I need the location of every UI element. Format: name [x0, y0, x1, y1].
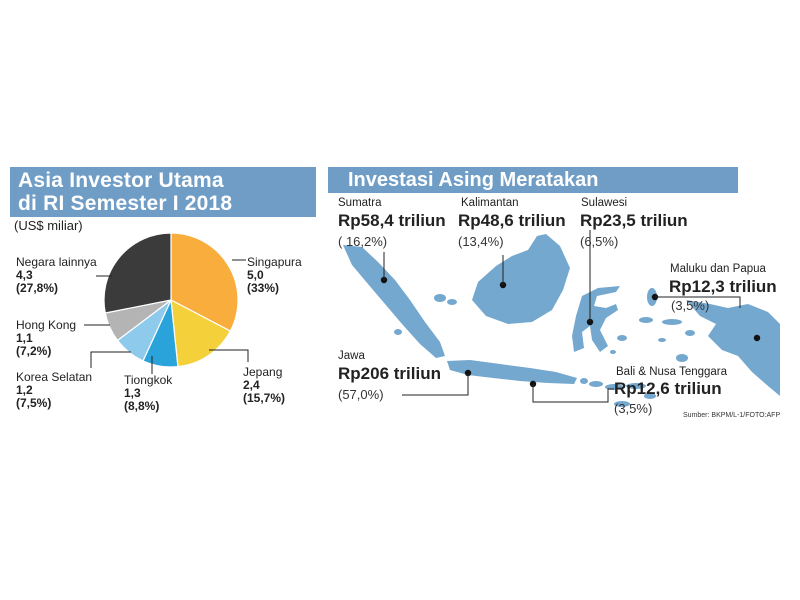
pie-chart	[103, 232, 239, 368]
region-bali-nt-name: Bali & Nusa Tenggara	[616, 366, 728, 378]
region-maluku-papua-amount: Rp12,3 triliun	[669, 277, 777, 296]
left-title-line2: di RI Semester I 2018	[18, 192, 233, 215]
region-jawa-percent: (57,0%)	[338, 387, 384, 402]
region-sumatra-name: Sumatra	[338, 197, 382, 209]
region-bali-nt-amount: Rp12,6 triliun	[614, 379, 722, 398]
label-jepang: Jepang 2,4 (15,7%)	[243, 365, 286, 405]
pie-slice-negara-lainnya	[103, 232, 172, 314]
region-bali-nt-percent: (3,5%)	[614, 401, 653, 416]
island-kalimantan	[472, 234, 570, 324]
label-hong-kong: Hong Kong 1,1 (7,2%)	[16, 318, 77, 358]
right-title-banner: Investasi Asing Meratakan Pembangunan	[328, 167, 738, 214]
pie-unit-label: (US$ miliar)	[14, 218, 83, 233]
island-sulawesi	[572, 286, 620, 352]
region-maluku-papua-name: Maluku dan Papua	[670, 263, 766, 275]
region-sumatra-percent: ( 16,2%)	[338, 234, 388, 249]
right-title: Investasi Asing Meratakan Pembangunan	[348, 169, 599, 214]
label-korea-selatan: Korea Selatan 1,2 (7,5%)	[16, 370, 93, 410]
region-kalimantan-amount: Rp48,6 triliun	[458, 211, 566, 230]
island-java	[447, 360, 577, 384]
region-jawa-amount: Rp206 triliun	[338, 364, 441, 383]
region-jawa-name: Jawa	[338, 350, 365, 362]
island-papua	[686, 300, 780, 396]
region-kalimantan-name: Kalimantan	[461, 197, 519, 209]
island-bali	[580, 378, 588, 384]
region-sulawesi-name: Sulawesi	[581, 197, 628, 209]
region-sulawesi-amount: Rp23,5 triliun	[580, 211, 688, 230]
pie-slice-singapura	[170, 232, 239, 332]
island-sumatra	[343, 245, 445, 358]
left-title-line1: Asia Investor Utama	[18, 169, 224, 192]
region-sumatra-amount: Rp58,4 triliun	[338, 211, 446, 230]
region-sulawesi-percent: (6,5%)	[580, 234, 619, 249]
pie-leader-lines	[84, 259, 249, 374]
label-negara-lainnya: Negara lainnya 4,3 (27,8%)	[16, 255, 97, 295]
map-leader-lines	[383, 230, 741, 403]
indonesia-map	[343, 234, 780, 407]
region-maluku-papua-percent: (3,5%)	[671, 298, 710, 313]
label-singapura: Singapura 5,0 (33%)	[247, 255, 302, 295]
source-note: Sumber: BKPM/L-1/FOTO:AFP	[683, 412, 781, 419]
label-tiongkok: Tiongkok 1,3 (8,8%)	[124, 373, 173, 413]
region-kalimantan-percent: (13,4%)	[458, 234, 504, 249]
left-title-banner: Asia Investor Utama di RI Semester I 201…	[10, 167, 316, 217]
